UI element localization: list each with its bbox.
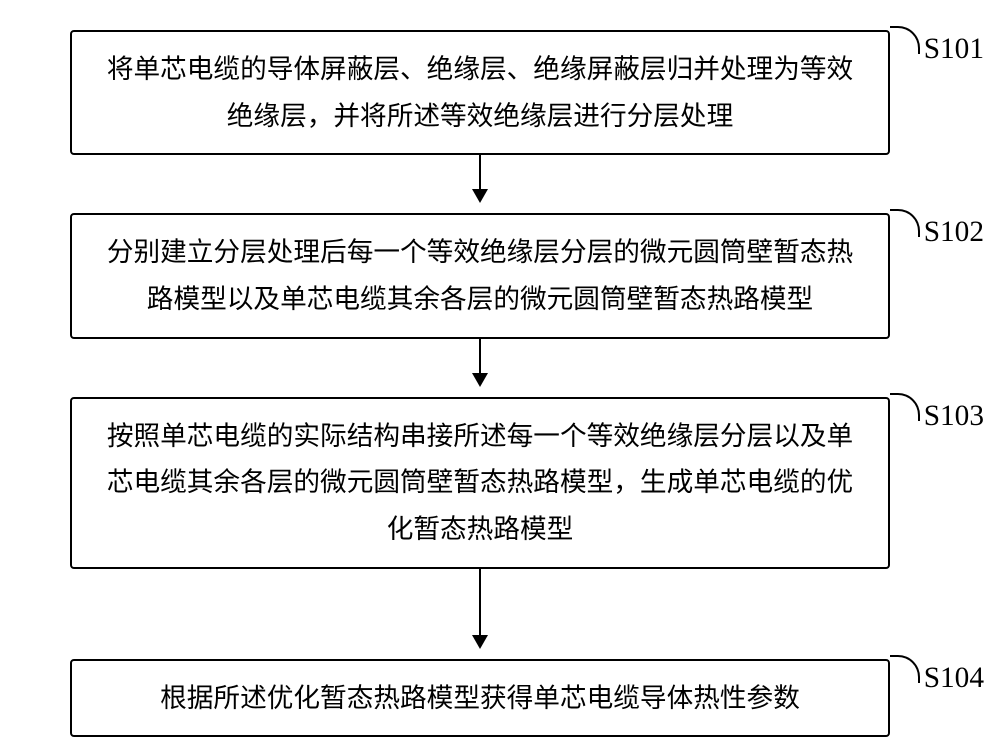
connector-curve — [890, 393, 920, 421]
arrow-down — [70, 569, 890, 659]
step-label-s103: S103 — [924, 391, 984, 442]
arrow-down — [70, 339, 890, 397]
flow-box-s101: 将单芯电缆的导体屏蔽层、绝缘层、绝缘屏蔽层归并处理为等效绝缘层，并将所述等效绝缘… — [70, 30, 890, 155]
flow-box-s103: 按照单芯电缆的实际结构串接所述每一个等效绝缘层分层以及单芯电缆其余各层的微元圆筒… — [70, 397, 890, 569]
flow-box-text: 按照单芯电缆的实际结构串接所述每一个等效绝缘层分层以及单芯电缆其余各层的微元圆筒… — [107, 421, 853, 544]
connector-curve — [890, 26, 920, 54]
step-label-s102: S102 — [924, 207, 984, 258]
step-label-s104: S104 — [924, 653, 984, 704]
flow-box-text: 分别建立分层处理后每一个等效绝缘层分层的微元圆筒壁暂态热路模型以及单芯电缆其余各… — [107, 237, 853, 314]
flow-box-text: 将单芯电缆的导体屏蔽层、绝缘层、绝缘屏蔽层归并处理为等效绝缘层，并将所述等效绝缘… — [107, 54, 853, 131]
connector-curve — [890, 209, 920, 237]
step-label-s101: S101 — [924, 24, 984, 75]
connector-curve — [890, 655, 920, 683]
flow-box-s104: 根据所述优化暂态热路模型获得单芯电缆导体热性参数S104 — [70, 659, 890, 737]
flow-box-s102: 分别建立分层处理后每一个等效绝缘层分层的微元圆筒壁暂态热路模型以及单芯电缆其余各… — [70, 213, 890, 338]
arrow-down — [70, 155, 890, 213]
flow-box-text: 根据所述优化暂态热路模型获得单芯电缆导体热性参数 — [160, 683, 800, 713]
